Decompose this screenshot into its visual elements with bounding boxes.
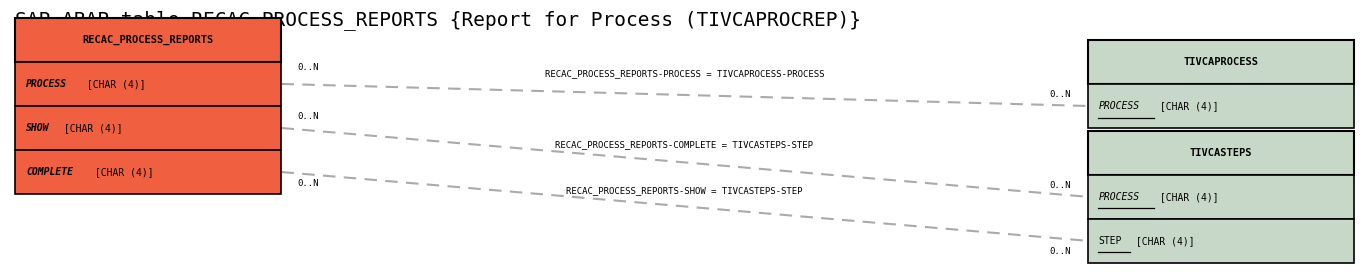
Text: RECAC_PROCESS_REPORTS: RECAC_PROCESS_REPORTS	[82, 35, 214, 45]
Text: 0..N: 0..N	[298, 63, 319, 72]
Text: STEP: STEP	[1098, 236, 1123, 246]
Text: [CHAR (4)]: [CHAR (4)]	[57, 123, 122, 133]
Text: 0..N: 0..N	[1050, 247, 1071, 256]
FancyBboxPatch shape	[1087, 40, 1354, 84]
Text: 0..N: 0..N	[298, 178, 319, 188]
FancyBboxPatch shape	[1087, 219, 1354, 263]
Text: TIVCAPROCESS: TIVCAPROCESS	[1183, 57, 1258, 67]
Text: SHOW: SHOW	[26, 123, 49, 133]
FancyBboxPatch shape	[15, 150, 282, 194]
Text: PROCESS: PROCESS	[26, 79, 67, 89]
Text: 0..N: 0..N	[298, 113, 319, 121]
Text: RECAC_PROCESS_REPORTS-SHOW = TIVCASTEPS-STEP: RECAC_PROCESS_REPORTS-SHOW = TIVCASTEPS-…	[567, 187, 802, 195]
Text: RECAC_PROCESS_REPORTS-COMPLETE = TIVCASTEPS-STEP: RECAC_PROCESS_REPORTS-COMPLETE = TIVCAST…	[556, 140, 813, 149]
Text: PROCESS: PROCESS	[1098, 101, 1139, 111]
Text: SAP ABAP table RECAC_PROCESS_REPORTS {Report for Process (TIVCAPROCREP)}: SAP ABAP table RECAC_PROCESS_REPORTS {Re…	[15, 10, 861, 29]
Text: [CHAR (4)]: [CHAR (4)]	[89, 167, 153, 177]
Text: [CHAR (4)]: [CHAR (4)]	[1154, 101, 1218, 111]
Text: 0..N: 0..N	[1050, 181, 1071, 190]
Text: PROCESS: PROCESS	[1098, 192, 1139, 202]
FancyBboxPatch shape	[1087, 175, 1354, 219]
Text: [CHAR (4)]: [CHAR (4)]	[1131, 236, 1195, 246]
Text: RECAC_PROCESS_REPORTS-PROCESS = TIVCAPROCESS-PROCESS: RECAC_PROCESS_REPORTS-PROCESS = TIVCAPRO…	[545, 70, 824, 78]
Text: TIVCASTEPS: TIVCASTEPS	[1190, 148, 1253, 158]
FancyBboxPatch shape	[1087, 84, 1354, 128]
Text: [CHAR (4)]: [CHAR (4)]	[1154, 192, 1218, 202]
Text: COMPLETE: COMPLETE	[26, 167, 73, 177]
Text: 0..N: 0..N	[1050, 90, 1071, 100]
Text: [CHAR (4)]: [CHAR (4)]	[81, 79, 146, 89]
FancyBboxPatch shape	[15, 18, 282, 62]
FancyBboxPatch shape	[15, 62, 282, 106]
FancyBboxPatch shape	[15, 106, 282, 150]
FancyBboxPatch shape	[1087, 131, 1354, 175]
